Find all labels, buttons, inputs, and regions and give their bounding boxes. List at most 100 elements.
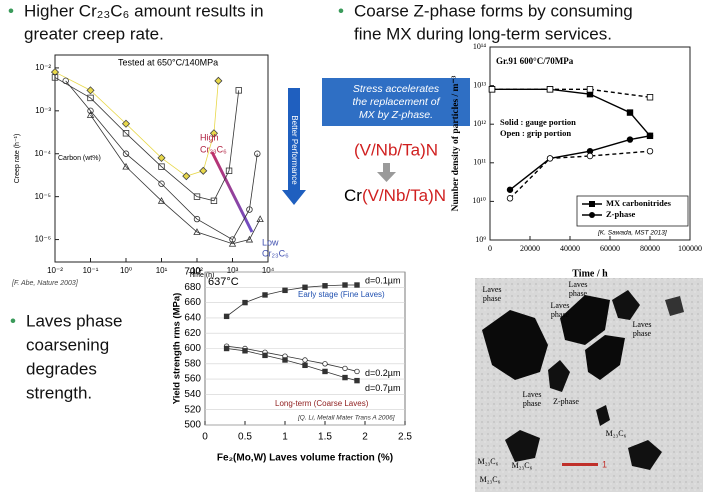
data-point bbox=[342, 282, 348, 288]
series-line bbox=[492, 88, 651, 98]
annotation: [K. Sawada, MST 2013] bbox=[597, 230, 667, 237]
x-tick-label: 2 bbox=[362, 432, 368, 443]
data-point bbox=[626, 136, 634, 143]
x-tick-label: 0 bbox=[202, 432, 208, 443]
reaction-from: (V/Nb/Ta)N bbox=[354, 140, 438, 159]
x-tick-label: 1 bbox=[282, 432, 288, 443]
callout-text: the replacement of bbox=[353, 96, 441, 108]
legend-marker bbox=[589, 201, 595, 207]
x-axis-label: Time / h bbox=[572, 268, 608, 279]
bullet-text: Laves phase bbox=[26, 311, 122, 330]
x-tick-label: 10⁻² bbox=[47, 266, 63, 275]
legend-label: Z-phase bbox=[606, 209, 636, 219]
y-axis-label: Creep rate (h⁻¹) bbox=[14, 134, 21, 184]
annotation: Open : grip portion bbox=[500, 128, 571, 138]
x-tick-label: 2.5 bbox=[398, 432, 412, 443]
data-point bbox=[322, 368, 328, 375]
annotation: High bbox=[200, 132, 219, 142]
bullet-dot: • bbox=[8, 1, 14, 20]
arrow bbox=[377, 163, 396, 182]
data-point bbox=[354, 377, 360, 384]
y-tick-label: 10¹³ bbox=[473, 80, 486, 89]
data-point bbox=[121, 119, 131, 128]
data-point bbox=[86, 86, 95, 95]
data-point bbox=[235, 87, 242, 94]
data-point bbox=[302, 362, 308, 369]
micrograph-label: Laves bbox=[522, 390, 541, 399]
scale-label: 1 bbox=[602, 459, 607, 469]
data-point bbox=[646, 94, 654, 101]
legend-box bbox=[576, 195, 689, 227]
data-point bbox=[322, 283, 328, 289]
y-axis-label: Yield strength rms (MPa) bbox=[172, 293, 183, 405]
data-point bbox=[546, 86, 554, 93]
data-point bbox=[242, 348, 248, 354]
y-tick-label: 10¹¹ bbox=[473, 158, 486, 167]
x-tick-label: 80000 bbox=[640, 244, 660, 253]
series-line bbox=[509, 150, 651, 199]
x-tick-label: 100000 bbox=[678, 244, 702, 253]
bullet-text: degrades bbox=[26, 359, 97, 378]
micrograph-label: M₂₃C₆ bbox=[606, 429, 627, 438]
data-point bbox=[214, 76, 223, 85]
x-tick-label: 20000 bbox=[520, 244, 540, 253]
x-tick-label: 10² bbox=[191, 266, 203, 275]
data-point bbox=[242, 299, 248, 306]
annotation: Early stage (Fine Laves) bbox=[298, 290, 385, 299]
data-point bbox=[228, 239, 237, 247]
x-tick-label: 40000 bbox=[560, 244, 580, 253]
annotation: Gr.91 600°C/70MPa bbox=[496, 56, 574, 66]
y-tick-label: 520 bbox=[184, 404, 201, 415]
reaction-part: (V/Nb/Ta)N bbox=[362, 186, 446, 205]
micrograph-label: phase bbox=[483, 294, 502, 303]
data-point bbox=[158, 180, 165, 187]
y-tick-label: 10⁻⁴ bbox=[34, 149, 51, 158]
annotation: Carbon (wt%) bbox=[58, 155, 101, 162]
data-point bbox=[354, 282, 360, 288]
data-point bbox=[182, 172, 191, 181]
y-tick-label: 560 bbox=[184, 374, 201, 385]
callout-text: Stress accelerates bbox=[353, 83, 440, 95]
x-tick-label: 60000 bbox=[600, 244, 620, 253]
annotation: 637°C bbox=[208, 276, 239, 288]
bullet-text: Coarse Z-phase forms by consuming bbox=[354, 1, 633, 20]
series-label: d=0.1µm bbox=[365, 275, 400, 285]
data-point bbox=[210, 197, 218, 205]
legend-label: MX carbonitrides bbox=[606, 198, 672, 208]
annotation: Better Performance bbox=[290, 115, 299, 185]
bullet-text: greater creep rate. bbox=[24, 24, 164, 43]
data-point bbox=[86, 111, 95, 118]
annotation: Tested at 650°C/140MPa bbox=[118, 57, 218, 67]
data-point bbox=[122, 150, 130, 157]
series-line bbox=[226, 284, 357, 317]
data-point bbox=[506, 195, 514, 202]
bullet-dot: • bbox=[338, 1, 344, 20]
data-point bbox=[282, 357, 288, 363]
micrograph-label: phase bbox=[569, 289, 588, 298]
micrograph bbox=[475, 278, 703, 492]
annotation: [F. Abe, Nature 2003] bbox=[11, 280, 79, 287]
bullet-dot: • bbox=[10, 311, 16, 330]
data-point bbox=[193, 215, 201, 223]
data-point bbox=[322, 361, 328, 367]
data-point bbox=[51, 74, 59, 81]
y-tick-label: 700 bbox=[184, 267, 201, 278]
y-tick-label: 10⁻³ bbox=[35, 106, 51, 115]
micrograph-label: Laves bbox=[482, 285, 501, 294]
x-tick-label: 10⁴ bbox=[262, 266, 275, 275]
data-point bbox=[122, 130, 130, 137]
annotation-arrow bbox=[210, 151, 254, 233]
data-point bbox=[245, 235, 254, 243]
y-tick-label: 540 bbox=[184, 389, 201, 400]
plot-frame bbox=[489, 46, 691, 241]
data-point bbox=[87, 107, 94, 115]
legend-marker bbox=[589, 212, 595, 218]
bullet-text: fine MX during long-term services. bbox=[354, 24, 612, 43]
x-axis-label: Time (h) bbox=[189, 272, 215, 279]
series-label: d=0.7µm bbox=[365, 383, 400, 393]
series-line bbox=[65, 80, 258, 241]
bullet-text: Higher Cr₂₃C₆ amount results in bbox=[24, 1, 264, 20]
y-tick-label: 10⁹ bbox=[475, 235, 486, 244]
series-label: d=0.2µm bbox=[365, 368, 400, 378]
